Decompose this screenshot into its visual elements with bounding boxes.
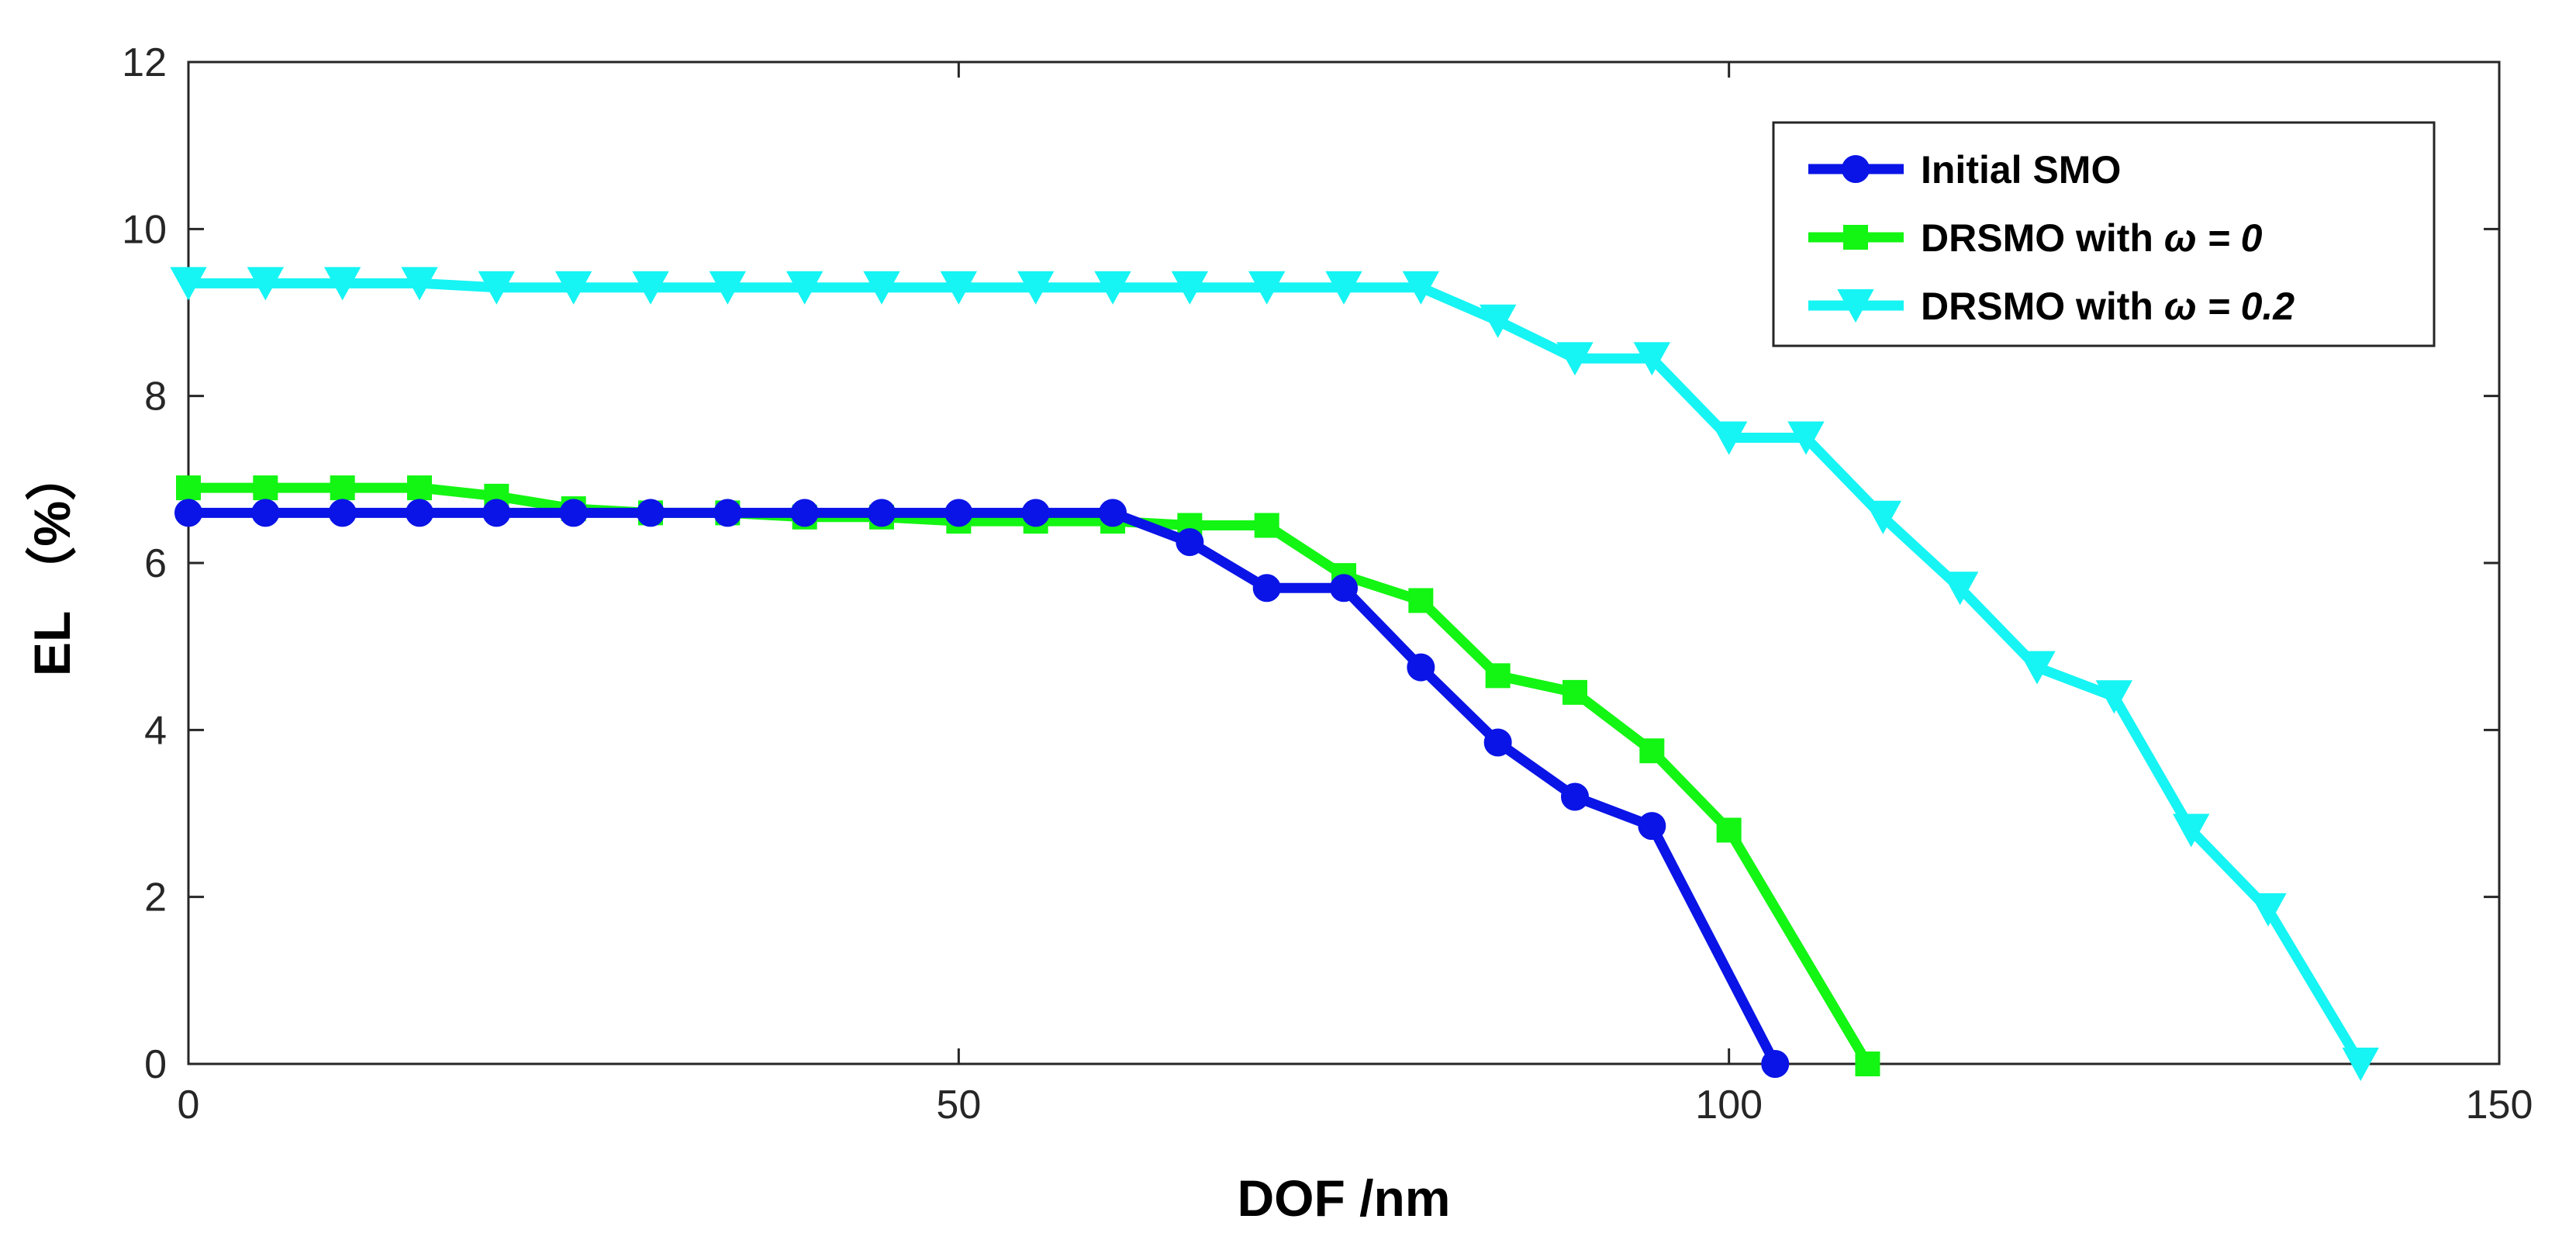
data-point: [1941, 572, 1979, 606]
data-point: [940, 271, 978, 305]
data-point: [170, 267, 207, 301]
legend-label-prefix: Initial SMO: [1921, 148, 2121, 192]
data-point: [2018, 651, 2056, 685]
data-point: [1638, 812, 1666, 841]
y-tick-label: 2: [144, 875, 167, 920]
data-point: [1176, 528, 1204, 557]
data-point: [174, 499, 202, 527]
legend-label: Initial SMO: [1921, 148, 2121, 192]
data-point: [1710, 421, 1748, 455]
data-point: [253, 475, 278, 501]
data-point: [1171, 271, 1209, 305]
data-point: [1716, 817, 1742, 843]
data-point: [790, 499, 819, 527]
data-point: [868, 499, 896, 527]
data-point: [323, 267, 361, 301]
legend-label-prefix: DRSMO with: [1921, 285, 2164, 328]
data-point: [1787, 421, 1825, 455]
x-tick-label: 100: [1695, 1083, 1763, 1128]
data-point: [482, 499, 511, 527]
data-point: [554, 271, 592, 305]
data-point: [944, 499, 973, 527]
data-point: [1561, 782, 1589, 811]
data-point: [1479, 304, 1517, 338]
data-point: [478, 271, 516, 305]
data-point: [1099, 499, 1127, 527]
data-point: [1855, 1052, 1880, 1076]
y-tick-label: 4: [144, 708, 167, 753]
data-point: [2250, 893, 2287, 927]
series-0: [174, 499, 1790, 1078]
tick-labels: 0 50 100 150 0 2 4 6 8 10 12: [122, 40, 2533, 1128]
y-tick-label: 8: [144, 375, 167, 420]
data-point: [1402, 271, 1440, 305]
legend-label-symbol: ω: [2164, 216, 2197, 260]
data-point: [637, 499, 665, 527]
data-point: [1017, 271, 1055, 305]
y-tick-label: 12: [122, 40, 167, 85]
data-point: [406, 499, 433, 527]
legend-label-symbol: ω: [2164, 285, 2197, 328]
data-point: [1330, 574, 1358, 603]
x-axis-title: DOF /nm: [1238, 1169, 1451, 1227]
data-point: [251, 499, 280, 527]
series-layer: [170, 267, 2379, 1082]
data-point: [1252, 574, 1281, 603]
data-point: [1864, 500, 1902, 534]
y-tick-label: 6: [144, 541, 167, 586]
legend-label: DRSMO with ω = 0.2: [1921, 285, 2295, 328]
data-point: [1556, 342, 1594, 376]
data-point: [863, 271, 900, 305]
x-tick-label: 50: [936, 1083, 981, 1128]
data-point: [176, 475, 201, 501]
axis-ticks: [187, 60, 2501, 1065]
data-point: [401, 267, 438, 301]
data-point: [328, 499, 357, 527]
data-point: [559, 499, 588, 527]
data-point: [1248, 271, 1286, 305]
data-point: [2172, 813, 2210, 848]
data-point: [1639, 738, 1665, 764]
x-tick-label: 0: [178, 1083, 200, 1128]
data-point: [1254, 513, 1279, 538]
legend-entry: DRSMO with ω = 0.2: [1808, 285, 2295, 328]
data-point: [709, 271, 747, 305]
data-point: [1408, 588, 1434, 613]
y-tick-label: 0: [144, 1042, 167, 1087]
data-point: [1563, 679, 1587, 705]
y-axis-title: EL （%）: [23, 450, 81, 676]
legend-entry: Initial SMO: [1808, 148, 2121, 192]
data-point: [247, 267, 285, 301]
series-2: [170, 267, 2379, 1082]
data-point: [1633, 342, 1671, 376]
data-point: [2095, 680, 2133, 714]
legend-label-value: = 0: [2197, 216, 2263, 260]
data-point: [407, 475, 432, 501]
data-point: [1407, 653, 1435, 682]
data-point: [1761, 1050, 1790, 1078]
data-point: [713, 499, 742, 527]
legend-marker: [1842, 155, 1870, 183]
data-point: [330, 475, 355, 501]
legend-label-prefix: DRSMO with: [1921, 216, 2164, 260]
data-point: [632, 271, 669, 305]
legend-label-value: = 0.2: [2197, 285, 2295, 328]
legend-label: DRSMO with ω = 0: [1921, 216, 2263, 260]
series-line: [188, 482, 1873, 1067]
data-point: [1094, 271, 1131, 305]
legend-entry: DRSMO with ω = 0: [1808, 216, 2263, 260]
data-point: [1021, 499, 1050, 527]
legend-marker: [1837, 289, 1874, 323]
x-tick-label: 150: [2466, 1083, 2533, 1128]
data-point: [786, 271, 824, 305]
data-point: [2342, 1048, 2379, 1082]
data-point: [1483, 728, 1512, 757]
y-tick-label: 10: [122, 207, 167, 252]
legend-marker: [1843, 225, 1868, 250]
data-point: [1485, 663, 1511, 689]
data-point: [1325, 271, 1362, 305]
